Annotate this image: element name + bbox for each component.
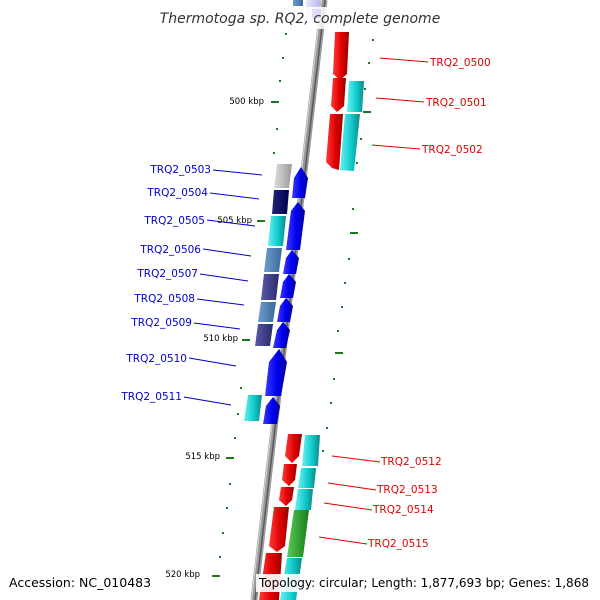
gene-partial-top-b — [293, 0, 303, 6]
gene-label-trq2-0513[interactable]: TRQ2_0513 — [376, 484, 438, 496]
tick-510-kbp — [242, 339, 250, 341]
kbp-label-505: 505 kbp — [217, 216, 252, 226]
gene-trq2-0507-b[interactable] — [280, 274, 296, 298]
gene-label-trq2-0512[interactable]: TRQ2_0512 — [380, 456, 442, 468]
tick-500-kbp — [271, 101, 279, 103]
topology-text: Topology: circular; Length: 1,877,693 bp… — [258, 575, 589, 590]
gene-trq2-0506[interactable] — [264, 248, 282, 272]
plus-strand-genes — [244, 164, 308, 424]
gene-label-trq2-0507[interactable]: TRQ2_0507 — [136, 268, 198, 280]
tick-515-kbp — [226, 457, 234, 459]
outer-guide-dots — [322, 39, 374, 452]
gene-label-trq2-0509[interactable]: TRQ2_0509 — [130, 317, 192, 329]
gene-trq2-0509-b[interactable] — [273, 322, 290, 348]
kbp-label-515: 515 kbp — [185, 452, 220, 462]
gene-label-trq2-0502[interactable]: TRQ2_0502 — [421, 144, 483, 156]
gene-trq2-0500[interactable] — [333, 32, 349, 80]
gene-trq2-0514-b[interactable] — [295, 489, 313, 510]
gene-label-trq2-0511[interactable]: TRQ2_0511 — [120, 391, 182, 403]
gene-trq2-0501-b[interactable] — [347, 81, 364, 112]
gene-trq2-0512-b[interactable] — [302, 435, 320, 466]
gene-trq2-0503[interactable] — [274, 164, 292, 188]
gene-trq2-0515-b[interactable] — [287, 510, 309, 557]
title-backdrop — [160, 7, 445, 29]
gene-trq2-0503-b[interactable] — [292, 167, 308, 198]
gene-trq2-0511-b[interactable] — [263, 397, 280, 424]
gene-label-trq2-0515[interactable]: TRQ2_0515 — [367, 538, 429, 550]
map-title: Thermotoga sp. RQ2, complete genome — [160, 11, 441, 27]
gene-trq2-0507[interactable] — [261, 274, 279, 300]
gene-trq2-0512[interactable] — [285, 434, 302, 463]
kbp-label-520: 520 kbp — [165, 570, 200, 580]
gene-trq2-0506-b[interactable] — [283, 250, 299, 274]
gene-label-trq2-0510[interactable]: TRQ2_0510 — [125, 353, 187, 365]
gene-trq2-0513-b[interactable] — [298, 468, 316, 488]
tick-520-kbp — [212, 575, 220, 577]
gene-label-trq2-0501[interactable]: TRQ2_0501 — [425, 97, 487, 109]
gene-label-trq2-0504[interactable]: TRQ2_0504 — [146, 187, 208, 199]
gene-label-trq2-0514[interactable]: TRQ2_0514 — [372, 504, 434, 516]
gene-trq2-0504[interactable] — [272, 190, 289, 214]
inner-guide-dots — [219, 33, 287, 558]
gene-trq2-0508-b[interactable] — [277, 298, 293, 322]
gene-trq2-0511[interactable] — [244, 395, 262, 421]
gene-label-trq2-0503[interactable]: TRQ2_0503 — [149, 164, 211, 176]
gene-trq2-0502-b[interactable] — [340, 114, 360, 171]
gene-trq2-0508[interactable] — [258, 302, 276, 322]
gene-trq2-0515[interactable] — [269, 507, 289, 552]
tick-505-kbp — [257, 220, 265, 222]
gene-labels: TRQ2_0500 TRQ2_0501 TRQ2_0502 TRQ2_0503 … — [120, 57, 490, 550]
leader-lines — [183, 57, 429, 545]
kbp-label-510: 510 kbp — [203, 334, 238, 344]
scale-ticks — [212, 101, 371, 577]
gene-trq2-0504-b[interactable] — [286, 202, 305, 250]
accession-text: Accession: NC_010483 — [9, 575, 151, 590]
gene-trq2-0502[interactable] — [326, 114, 343, 170]
gene-trq2-0505[interactable] — [268, 216, 286, 246]
gene-trq2-0510[interactable] — [265, 349, 287, 396]
gene-label-trq2-0508[interactable]: TRQ2_0508 — [133, 293, 195, 305]
gene-trq2-0513[interactable] — [282, 464, 297, 486]
gene-trq2-0509[interactable] — [255, 324, 273, 346]
kbp-label-500: 500 kbp — [229, 97, 264, 107]
gene-label-trq2-0505[interactable]: TRQ2_0505 — [143, 215, 205, 227]
scale-labels: 500 kbp 505 kbp 510 kbp 515 kbp 520 kbp — [165, 97, 264, 580]
gene-label-trq2-0500[interactable]: TRQ2_0500 — [429, 57, 491, 69]
gene-trq2-0514[interactable] — [279, 487, 294, 506]
gene-label-trq2-0506[interactable]: TRQ2_0506 — [139, 244, 201, 256]
topology-backdrop — [256, 574, 592, 592]
gene-trq2-0501[interactable] — [331, 78, 346, 112]
lower-genes — [259, 434, 320, 600]
